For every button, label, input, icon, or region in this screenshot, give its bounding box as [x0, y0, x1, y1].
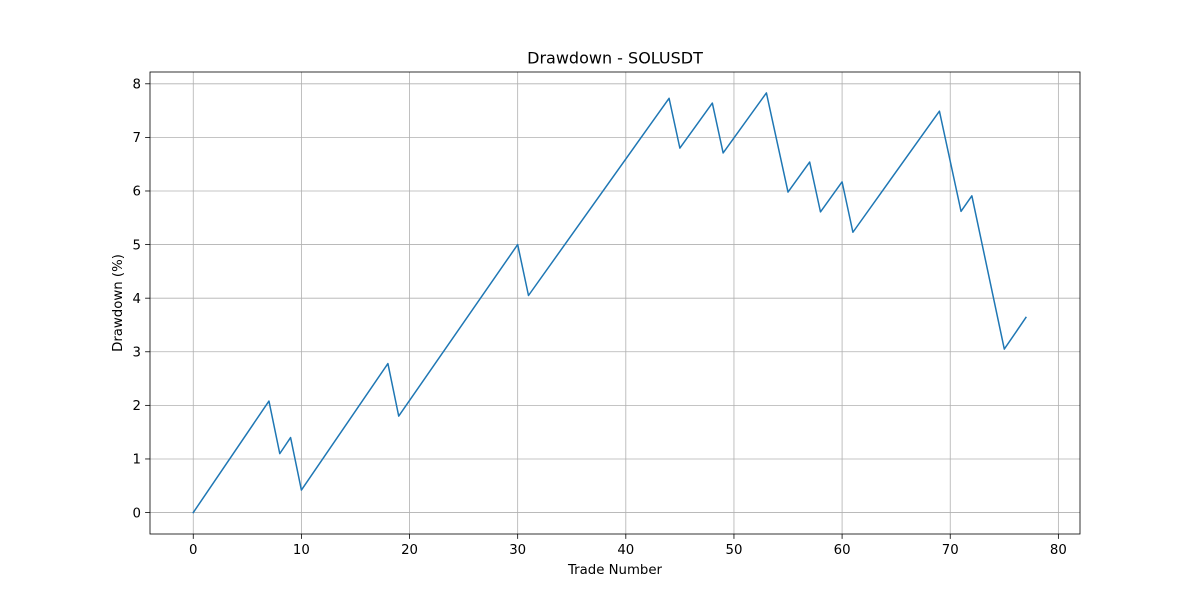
- y-axis-ticks: 0 1 2 3 4 5 6 7 8: [133, 77, 150, 521]
- series-layer: [192, 92, 1027, 514]
- x-tick-label: 0: [189, 543, 197, 558]
- plot-frame: [149, 71, 1081, 535]
- drawdown-series-line: [192, 92, 1027, 514]
- x-tick-label: 70: [942, 543, 959, 558]
- y-tick-label: 5: [133, 238, 141, 253]
- y-tick-label: 0: [133, 506, 141, 521]
- x-tick-label: 20: [401, 543, 418, 558]
- y-tick-label: 4: [133, 292, 141, 307]
- x-tick-label: 60: [834, 543, 851, 558]
- y-axis-title: Drawdown (%): [111, 254, 126, 352]
- x-axis-title: Trade Number: [567, 563, 663, 578]
- y-tick-label: 6: [133, 185, 141, 200]
- chart-title: Drawdown - SOLUSDT: [527, 49, 703, 68]
- grid-layer: [150, 72, 1080, 534]
- y-tick-label: 7: [133, 131, 141, 146]
- x-tick-label: 40: [617, 543, 634, 558]
- x-tick-label: 10: [293, 543, 310, 558]
- x-tick-label: 80: [1050, 543, 1067, 558]
- y-tick-label: 3: [133, 345, 141, 360]
- y-tick-label: 1: [133, 453, 141, 468]
- y-tick-label: 2: [133, 399, 141, 414]
- y-tick-label: 8: [133, 77, 141, 92]
- x-tick-label: 30: [509, 543, 526, 558]
- x-axis-ticks: 0 10 20 30 40 50 60 70 80: [189, 534, 1067, 558]
- x-tick-label: 50: [725, 543, 742, 558]
